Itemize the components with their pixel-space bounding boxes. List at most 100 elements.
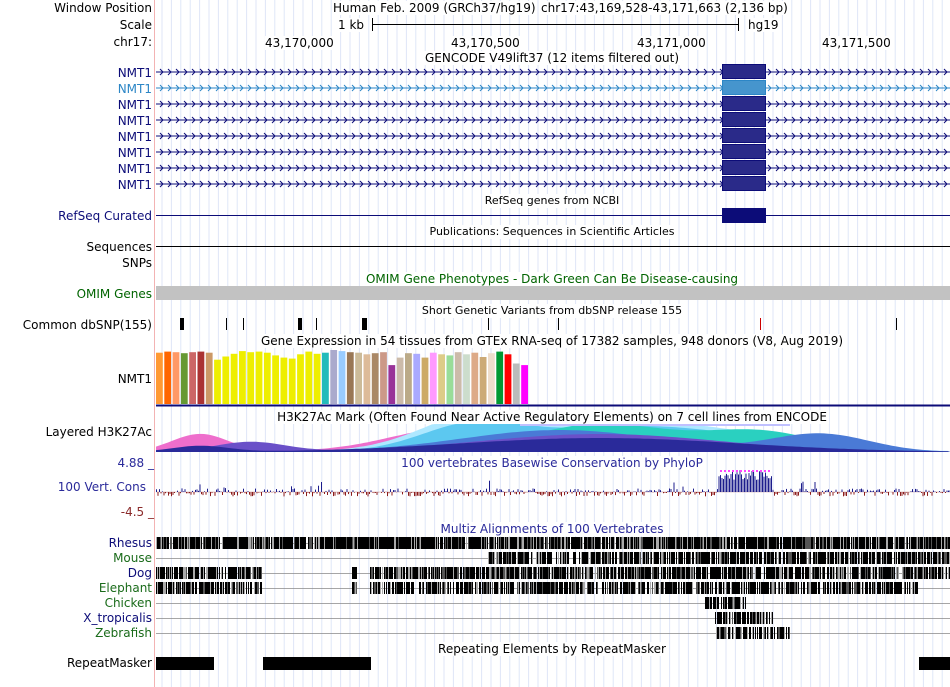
phylop-bar (217, 488, 219, 492)
multiz-block (492, 537, 493, 549)
phylop-bar (867, 489, 868, 492)
multiz-block (531, 552, 532, 564)
multiz-block (494, 582, 495, 594)
species-label[interactable]: Mouse (113, 551, 152, 565)
multiz-block (884, 567, 885, 579)
omim-label[interactable]: OMIM Genes (76, 287, 152, 301)
multiz-block (538, 567, 539, 579)
snps-label[interactable]: SNPs (122, 256, 152, 270)
multiz-block (711, 552, 712, 564)
multiz-block (934, 537, 935, 549)
phylop-bar (574, 489, 576, 492)
multiz-block (867, 567, 868, 579)
multiz-block (872, 537, 873, 549)
multiz-block (611, 567, 612, 579)
multiz-block (554, 567, 555, 579)
phylop-bar (510, 492, 511, 495)
multiz-block (674, 552, 675, 564)
repeatmasker-label[interactable]: RepeatMasker (66, 656, 152, 670)
gencode-gene-label[interactable]: NMT1 (117, 146, 152, 160)
phylop-label[interactable]: 100 Vert. Cons (57, 480, 146, 494)
multiz-block (765, 552, 766, 564)
multiz-block (616, 567, 617, 579)
multiz-block (555, 567, 556, 579)
multiz-block (768, 537, 769, 549)
gencode-gene-label[interactable]: NMT1 (117, 82, 152, 96)
gencode-gene-label[interactable]: NMT1 (117, 114, 152, 128)
gencode-title[interactable]: GENCODE V49lift37 (12 items filtered out… (422, 51, 682, 65)
phylop-bar (555, 492, 556, 494)
multiz-block (511, 582, 512, 594)
multiz-block (248, 567, 249, 579)
multiz-block (901, 537, 902, 549)
multiz-block (462, 582, 463, 594)
multiz-block (230, 537, 231, 549)
multiz-block (223, 537, 224, 549)
gencode-gene-label[interactable]: NMT1 (117, 98, 152, 112)
multiz-block (877, 582, 878, 594)
h3k27ac-label[interactable]: Layered H3K27Ac (45, 425, 152, 439)
multiz-block (544, 567, 545, 579)
multiz-block (897, 537, 898, 549)
multiz-block (725, 537, 726, 549)
multiz-block (770, 552, 771, 564)
multiz-block (588, 537, 589, 549)
gencode-gene-label[interactable]: NMT1 (117, 178, 152, 192)
multiz-block (326, 537, 327, 549)
multiz-block (632, 552, 633, 564)
multiz-block (387, 537, 388, 549)
multiz-block (613, 537, 614, 549)
multiz-block (775, 537, 776, 549)
multiz-block (875, 537, 876, 549)
multiz-block (840, 537, 841, 549)
multiz-block (909, 552, 910, 564)
multiz-block (716, 537, 717, 549)
multiz-block (474, 537, 475, 549)
phylop-bar (276, 489, 277, 492)
species-label[interactable]: Elephant (98, 581, 152, 595)
multiz-block (277, 537, 278, 549)
phylop-bar (538, 492, 540, 494)
multiz-block (183, 567, 184, 579)
multiz-block (721, 552, 722, 564)
phylop-bar (828, 489, 829, 492)
gencode-gene-label[interactable]: NMT1 (117, 130, 152, 144)
species-label[interactable]: Chicken (104, 596, 152, 610)
multiz-block (412, 567, 413, 579)
phylop-bar (895, 488, 897, 492)
phylop-bar (856, 489, 858, 492)
species-label[interactable]: Rhesus (108, 536, 152, 550)
multiz-block (835, 552, 836, 564)
multiz-block (631, 582, 632, 594)
multiz-block (426, 537, 427, 549)
species-label[interactable]: X_tropicalis (83, 611, 152, 625)
multiz-block (189, 582, 190, 594)
multiz-block (298, 537, 299, 549)
species-label[interactable]: Zebrafish (95, 626, 152, 640)
multiz-block (940, 567, 941, 579)
multiz-block (615, 567, 616, 579)
gencode-gene-label[interactable]: NMT1 (117, 162, 152, 176)
multiz-block (755, 582, 756, 594)
multiz-block (884, 552, 885, 564)
gtex-label[interactable]: NMT1 (117, 372, 152, 386)
multiz-block (584, 552, 585, 564)
multiz-block (743, 567, 744, 579)
multiz-block (597, 537, 598, 549)
multiz-block (821, 552, 822, 564)
multiz-block (749, 537, 750, 549)
multiz-block (375, 567, 376, 579)
refseq-label[interactable]: RefSeq Curated (58, 209, 152, 223)
multiz-block (321, 537, 322, 549)
gencode-gene-label[interactable]: NMT1 (117, 66, 152, 80)
multiz-block (583, 582, 584, 594)
multiz-block (747, 537, 748, 549)
multiz-block (815, 567, 816, 579)
multiz-block (788, 627, 789, 639)
dbsnp-label[interactable]: Common dbSNP(155) (22, 318, 152, 332)
multiz-block (779, 552, 780, 564)
multiz-block (675, 582, 676, 594)
species-label[interactable]: Dog (127, 566, 152, 580)
sequences-label[interactable]: Sequences (86, 240, 152, 254)
gtex-bar (421, 357, 429, 404)
